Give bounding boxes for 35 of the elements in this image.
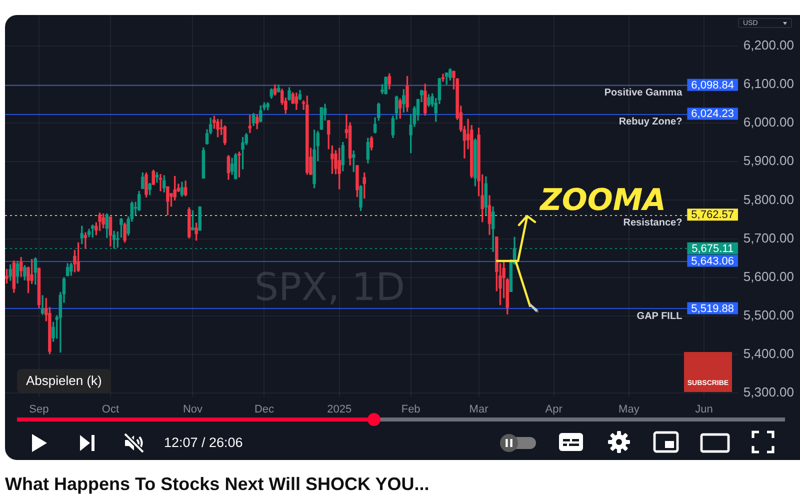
x-tick-label: 2025 <box>327 404 352 416</box>
y-tick-label: 5,500.00 <box>743 308 794 323</box>
ref-line-label: GAP FILL <box>636 311 682 322</box>
ref-line-label: Resistance? <box>623 217 682 228</box>
text: 12:07 / 26:06 <box>164 435 243 451</box>
y-tick-label: 5,900.00 <box>743 153 794 168</box>
tooltip: Abspielen (k) <box>17 369 111 393</box>
y-tick-label: 6,100.00 <box>743 76 794 92</box>
y-tick-label: 6,000.00 <box>743 114 794 130</box>
annotation: 5,643.06 <box>691 255 734 268</box>
x-tick-label: Oct <box>102 404 120 416</box>
annotation: 5,675.11 <box>692 242 734 255</box>
x-tick-label: May <box>618 404 640 416</box>
x-tick-label: Jun <box>695 404 713 416</box>
y-tick-label: 5,400.00 <box>743 346 794 362</box>
text: What Happens To Stocks Next Will SHOCK YOU... <box>5 473 430 495</box>
ref-line-label: Positive Gamma <box>604 88 683 99</box>
annotation: 6,024.23 <box>691 108 734 120</box>
annotation: 5,519.88 <box>691 302 734 315</box>
x-tick-label: Sep <box>29 404 49 416</box>
annotation: ZOOMA <box>539 182 666 218</box>
ref-line-label: Rebuy Zone? <box>618 116 682 128</box>
x-tick-label: Apr <box>545 404 563 416</box>
x-tick-label: Dec <box>254 404 275 416</box>
x-tick-label: Nov <box>182 404 203 416</box>
candlestick <box>84 232 88 249</box>
y-tick-label: 6,200.00 <box>743 37 794 52</box>
y-tick-label: 5,700.00 <box>743 230 794 246</box>
x-tick-label: Feb <box>401 404 420 416</box>
annotation: 6,098.84 <box>691 79 734 92</box>
x-tick-label: Mar <box>469 404 489 416</box>
y-tick-label: 5,300.00 <box>743 384 794 400</box>
annotation: 5,762.57 <box>691 209 734 222</box>
y-tick-label: 5,600.00 <box>743 268 794 284</box>
y-tick-label: 5,800.00 <box>743 192 794 207</box>
